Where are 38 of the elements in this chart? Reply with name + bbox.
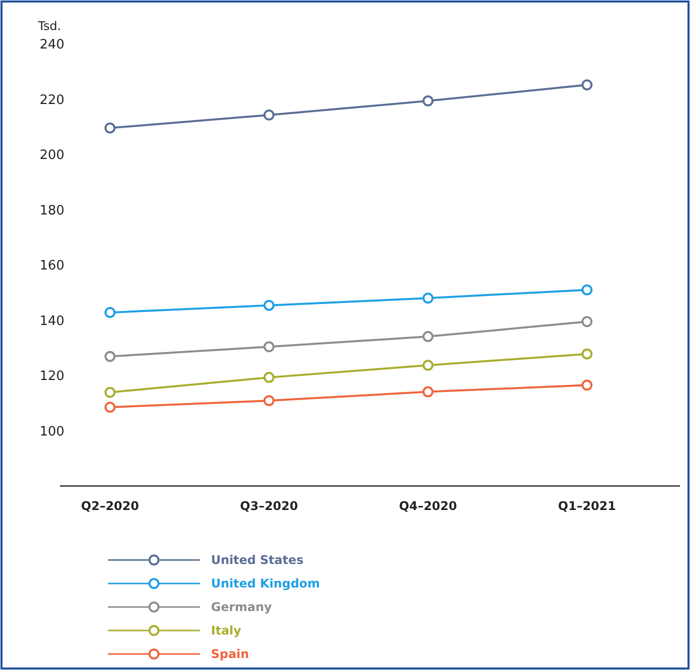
point (582, 348, 592, 360)
point (264, 341, 274, 352)
y-tick-label: 100 (40, 424, 64, 440)
point (422, 292, 434, 304)
point (422, 95, 434, 106)
point (264, 109, 274, 120)
point (104, 122, 116, 134)
x-tick-label: Q3–2020 (240, 499, 298, 513)
y-tick-label: 240 (40, 38, 64, 53)
x-tick-label: Q4–2020 (399, 499, 457, 513)
x-tick-label: Q2–2020 (81, 499, 139, 513)
point (582, 316, 592, 328)
point (104, 386, 116, 398)
y-tick-label: 160 (40, 258, 64, 274)
point (422, 331, 434, 342)
point (264, 300, 274, 311)
text: Germany (211, 600, 272, 614)
point (422, 360, 434, 371)
text: United Kingdom (211, 576, 320, 591)
point (582, 380, 592, 391)
point (422, 386, 434, 398)
y-tick-label: 200 (40, 148, 64, 164)
point (264, 372, 274, 383)
x-tick-label: Q1–2021 (558, 499, 616, 513)
y-axis-title: Tsd. (37, 19, 62, 33)
point (264, 395, 274, 406)
point (104, 350, 116, 362)
text: Spain (211, 647, 249, 662)
text: United States (211, 553, 304, 568)
point (582, 79, 592, 90)
point (104, 307, 116, 318)
y-tick-label: 140 (40, 314, 64, 329)
y-tick-label: 180 (40, 203, 64, 218)
point (582, 284, 592, 296)
point (104, 402, 116, 413)
y-tick-label: 120 (40, 369, 64, 384)
text: Italy (211, 624, 242, 638)
y-tick-label: 220 (40, 92, 64, 108)
